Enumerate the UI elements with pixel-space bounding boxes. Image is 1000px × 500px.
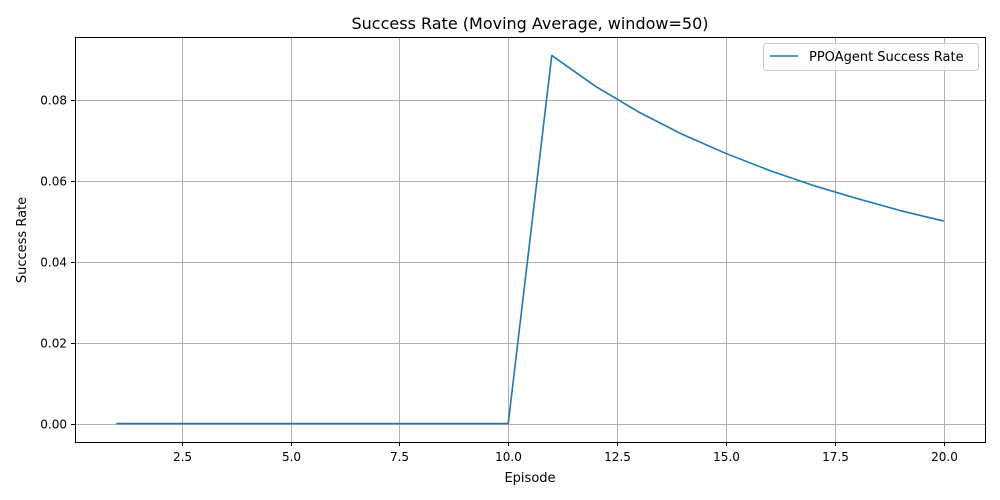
y-tick-label: 0.04	[40, 256, 67, 270]
y-tick-label: 0.06	[40, 175, 67, 189]
x-tick-label: 5.0	[282, 450, 301, 464]
grid-lines	[75, 37, 985, 442]
x-axis-label: Episode	[504, 471, 555, 486]
legend-box	[763, 43, 979, 71]
x-tick-label: 20.0	[931, 450, 958, 464]
x-tick-label: 12.5	[604, 450, 631, 464]
x-axis-ticks: 2.5 5.0 7.5 10.0 12.5 15.0 17.5 20.0	[173, 442, 958, 464]
legend: PPOAgent Success Rate	[763, 43, 979, 71]
plot-frame	[75, 37, 986, 443]
chart-title: Success Rate (Moving Average, window=50)	[352, 14, 709, 33]
y-axis-label: Success Rate	[15, 197, 30, 283]
legend-label: PPOAgent Success Rate	[809, 50, 964, 65]
y-axis-ticks: 0.00 0.02 0.04 0.06 0.08	[40, 94, 75, 432]
x-tick-label: 7.5	[390, 450, 409, 464]
x-tick-label: 2.5	[173, 450, 192, 464]
x-tick-label: 15.0	[713, 450, 740, 464]
y-tick-label: 0.02	[40, 337, 67, 351]
plot-series	[116, 54, 944, 425]
series-line	[116, 54, 944, 425]
x-tick-label: 10.0	[495, 450, 522, 464]
x-tick-label: 17.5	[822, 450, 849, 464]
y-tick-label: 0.08	[40, 94, 67, 108]
y-tick-label: 0.00	[40, 418, 67, 432]
